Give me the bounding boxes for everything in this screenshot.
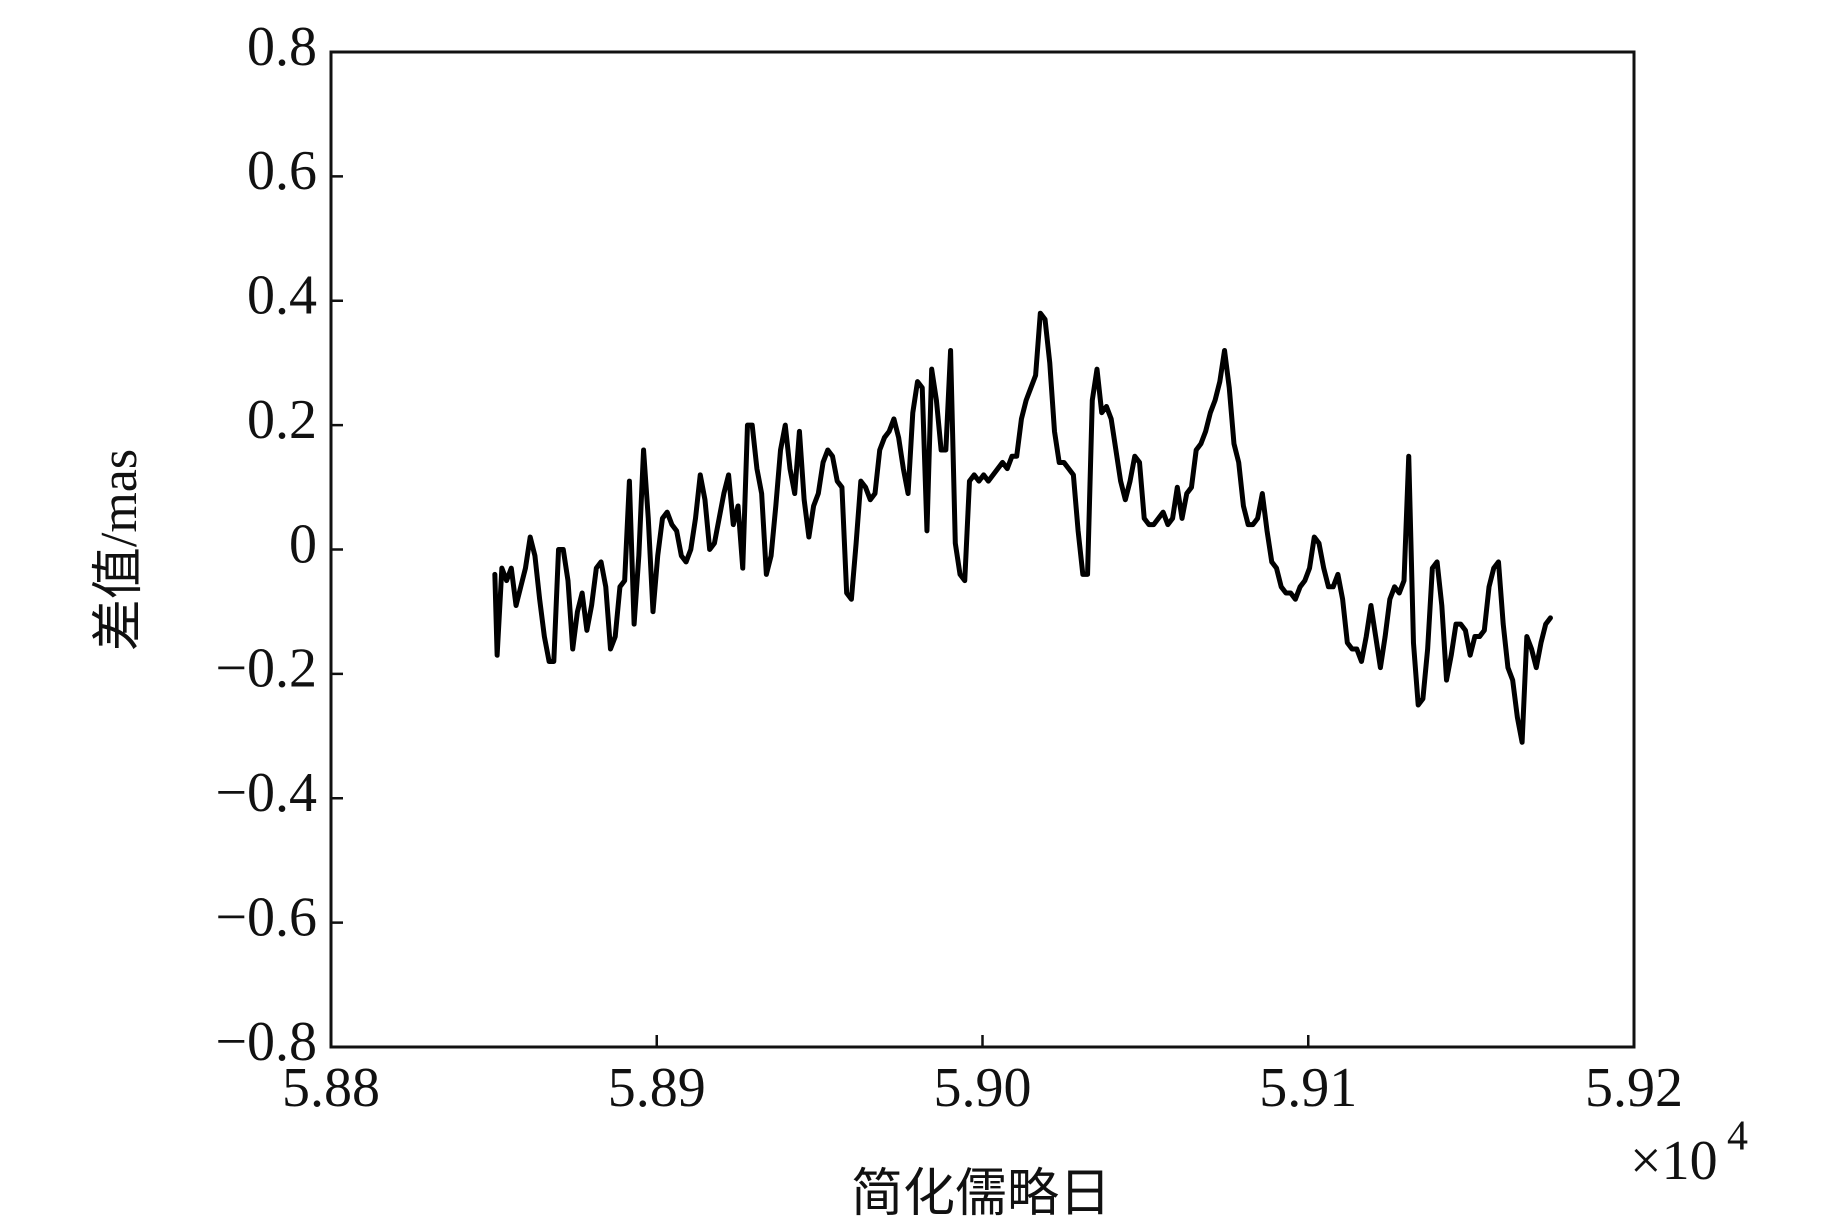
y-tick-label: −0.4	[215, 762, 317, 824]
y-tick-label: 0.8	[247, 16, 317, 78]
x-tick-label: 5.89	[608, 1057, 706, 1119]
x-tick-label: 5.92	[1585, 1057, 1683, 1119]
plot-frame	[329, 50, 1636, 1049]
y-tick-label: −0.2	[215, 638, 317, 700]
x-tick-label: 5.90	[934, 1057, 1032, 1119]
y-tick-label: 0.2	[247, 389, 317, 451]
x-tick-label: 5.91	[1259, 1057, 1357, 1119]
y-tick-label: 0	[289, 513, 317, 575]
y-tick-label: −0.8	[215, 1011, 317, 1073]
data-line	[492, 310, 1553, 745]
y-axis-label: 差值/mas	[91, 449, 148, 651]
y-tick-label: −0.6	[215, 886, 317, 948]
x-offset-exponent: 4	[1727, 1114, 1748, 1160]
x-tick-label: 5.88	[282, 1057, 380, 1119]
y-tick-label: 0.4	[247, 265, 317, 327]
y-tick-label: 0.6	[247, 140, 317, 202]
x-offset-text: ×10	[1630, 1130, 1718, 1192]
x-axis-label: 简化儒略日	[851, 1166, 1111, 1223]
